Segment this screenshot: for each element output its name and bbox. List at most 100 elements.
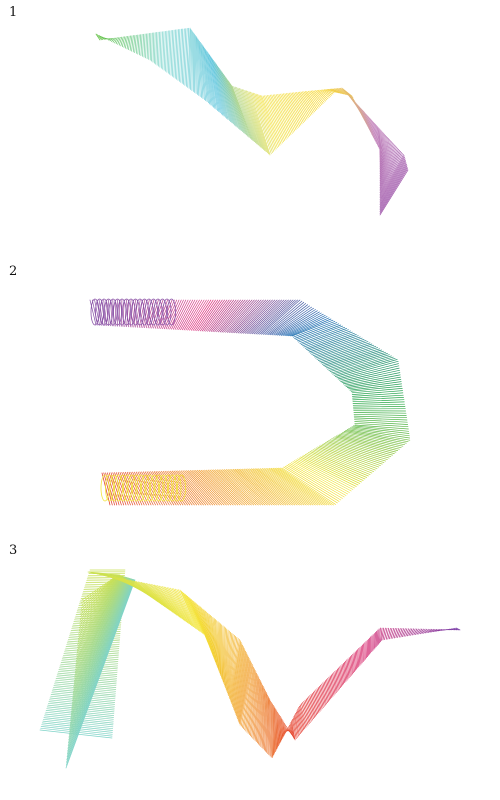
panel-3-band-strand [73,577,128,688]
panel-1-ribbon-strand [294,92,309,119]
panel-3-band-strand [310,694,318,716]
panel-3-band-strand [333,672,338,692]
panel-2-tube-strand [328,440,390,459]
panel-3-band-strand [78,575,122,632]
panel-1-ribbon-strand [106,38,111,40]
panel-3-band-strand [294,714,300,736]
panel-2-tube-strand [215,469,255,506]
panel-2-tube-strand [280,312,322,336]
panel-3-band-strand [76,576,125,657]
panel-2-tube-strand [189,299,209,331]
panel-1-ribbon-strand [206,51,216,109]
panel-3-band-strand [429,628,434,633]
panel-2-tube-strand [311,337,363,355]
panel-2-tube-strand [269,467,323,506]
panel-1-ribbon-strand [224,76,243,133]
panel-2-tube-strand [230,299,262,333]
panel-3-band-strand [69,578,132,727]
panel-2-tube-strand [314,340,367,358]
panel-1-ribbon-strand [214,62,228,119]
panel-3-band-strand [405,628,409,637]
panel-3-band-strand [221,625,224,680]
panel-2-tube-strand [179,470,209,506]
panel-2-tube-strand [249,468,298,506]
panel-2-tube-ring [109,474,119,502]
panel-3-band-strand [289,723,294,738]
panel-3-band-strand [454,627,459,631]
panel-3-band-strand [344,661,348,681]
panel-1-ribbon-strand [155,32,158,65]
panel-3-band-strand [350,656,353,675]
panel-2-tube-strand [337,363,399,380]
panel-3-band-strand [360,645,363,664]
panel-2-tube-strand [314,448,374,472]
panel-1-ribbon-strand [218,66,233,124]
panel-2-tube-strand [306,453,366,480]
panel-2-tube-strand [340,432,404,447]
panel-3-band-strand [170,587,190,625]
panel-2-tube-ring [126,298,136,326]
panel-3-band-strand [68,578,133,738]
panel-2-tube-strand [277,310,318,336]
panel-2-tube-strand [354,422,409,428]
panel-2-tube-strand [238,468,284,506]
panel-2-tube-strand [348,381,402,390]
panel-1-ribbon-strand [252,92,273,153]
panel-1-ribbon-strand [169,30,172,75]
panel-2-tube-strand [188,470,220,506]
panel-1-ribbon-strand [313,90,325,103]
panel-3-band-strand [416,628,421,635]
panel-3-band-strand [165,586,186,622]
panel-3-band-strand [226,633,234,692]
panel-2-tube-strand [234,299,267,334]
panel-2-tube-strand [253,299,292,335]
panel-3-band-strand [67,579,134,749]
panel-1-ribbon-strand [204,47,212,106]
panel-1-ribbon-strand [369,117,375,140]
panel-2-tube-strand [207,469,245,506]
panel-2-tube-ring [95,298,104,326]
panel-3-band-strand [393,628,398,639]
panel-1-ribbon-strand [203,46,211,105]
panel-3-band-strand [260,690,266,747]
panel-3-band-strand [217,621,220,673]
panel-3-band-strand [424,628,429,634]
panel-1-ribbon-strand [199,40,204,99]
panel-3-band-strand [276,713,279,750]
panel-2-tube-strand [326,441,388,460]
panel-3-band-strand [275,710,278,752]
panel-3-band-strand [332,673,337,694]
panel-2-tube-ring [163,474,173,502]
panel-1-ribbon-strand [221,71,238,128]
panel-1-ribbon-strand [379,154,404,197]
panel-2-tube-strand [346,429,411,441]
panel-3-band-strand [295,711,302,733]
panel-1-ribbon-strand [379,169,409,216]
panel-3-band-strand [242,666,255,728]
panel-3-band-strand [161,586,183,620]
panel-1-ribbon-strand [371,119,377,143]
panel-2-tube-strand [262,300,303,335]
panel-3-band-strand [345,660,349,680]
panel-1-ribbon-strand [247,90,268,154]
panel-2-tube-ring [172,474,182,502]
panel-2-tube-strand [229,469,273,506]
panel-3-band-strand [432,629,438,633]
panel-3-band-strand [223,628,228,684]
panel-1-ribbon-strand [226,78,246,135]
panel-2-tube-strand [339,433,402,449]
panel-2-tube-strand [258,468,309,506]
panel-3-band-strand [290,721,295,740]
panel-2-tube-strand [275,309,316,336]
panel-2-tube-strand [143,471,163,506]
panel-2-tube-strand [222,469,264,506]
panel-2-tube-strand [219,299,248,333]
panel-1-ribbon-strand [229,82,250,138]
panel-2-tube-strand [279,467,336,505]
panel-3-band-strand [68,578,133,741]
panel-1-ribbon-strand [188,28,192,89]
panel-1-ribbon-strand [111,37,115,42]
panel-2-tube-strand [308,335,359,353]
panel-2-tube-strand [200,469,236,506]
panel-3-band-strand [207,612,216,661]
